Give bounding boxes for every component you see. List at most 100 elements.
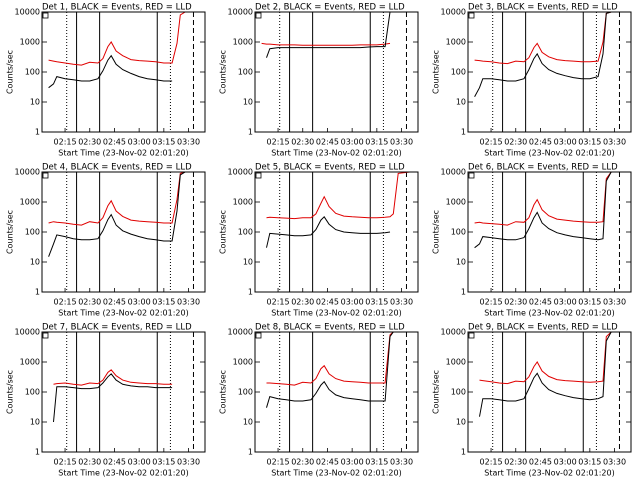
series-line [48,171,205,226]
x-axis-label: Start Time (23-Nov-02 02:01:20) [58,469,188,478]
y-tick-label: 100 [238,388,253,397]
series-line [266,216,391,248]
y-tick-label: 10000 [15,168,40,177]
corner-box [42,332,49,339]
y-tick-label: 1000 [233,198,253,207]
y-axis-label: Counts/sec [219,50,228,94]
corner-box [42,172,49,179]
x-axis-label: Start Time (23-Nov-02 02:01:20) [484,309,614,318]
x-tick-label: 03:00 [128,458,151,467]
x-axis-label: Start Time (23-Nov-02 02:01:20) [271,309,401,318]
y-tick-label: 10 [243,258,253,267]
plot-frame [41,331,206,453]
x-tick-label: 03:30 [603,138,626,147]
corner-box [255,12,262,19]
x-tick-label: 02:15 [54,298,77,307]
x-tick-label: 03:15 [152,298,175,307]
series-line [48,11,205,66]
y-tick-label: 1 [248,288,253,297]
series-line [53,373,173,423]
y-tick-label: 1 [461,288,466,297]
series-line [479,331,631,385]
x-axis-label: Start Time (23-Nov-02 02:01:20) [484,469,614,478]
chart-title: Det 8, BLACK = Events, RED = LLD [255,323,405,333]
y-tick-label: 1 [461,128,466,137]
x-tick-label: 03:15 [365,458,388,467]
x-tick-label: 03:15 [578,298,601,307]
x-tick-label: 02:15 [480,298,503,307]
plot-frame [41,171,206,293]
x-tick-label: 02:45 [103,298,126,307]
corner-box [468,12,475,19]
chart-title: Det 7, BLACK = Events, RED = LLD [42,323,192,333]
chart-panel: Det 6, BLACK = Events, RED = LLD Counts/s… [432,163,632,318]
x-tick-label: 03:00 [554,458,577,467]
y-tick-label: 100 [25,68,40,77]
y-tick-label: 1000 [446,358,466,367]
y-tick-label: 1 [35,128,40,137]
x-tick-label: 03:00 [554,138,577,147]
corner-box [255,172,262,179]
chart-panel: Det 8, BLACK = Events, RED = LLD Counts/s… [219,323,419,478]
x-tick-label: 03:30 [603,298,626,307]
x-tick-label: 03:00 [128,138,151,147]
x-tick-label: 02:30 [291,458,314,467]
y-tick-label: 1000 [446,198,466,207]
y-axis-label: Counts/sec [432,210,441,254]
x-tick-label: 03:00 [341,458,364,467]
y-axis-label: Counts/sec [219,370,228,414]
y-axis-label: Counts/sec [6,210,15,254]
series-line [48,171,205,257]
y-axis-label: Counts/sec [219,210,228,254]
series-line [261,42,391,46]
chart-title: Det 9, BLACK = Events, RED = LLD [468,323,618,333]
y-tick-label: 100 [451,388,466,397]
chart-title: Det 6, BLACK = Events, RED = LLD [468,163,618,173]
x-tick-label: 03:00 [341,138,364,147]
x-tick-label: 03:15 [578,458,601,467]
x-axis-label: Start Time (23-Nov-02 02:01:20) [271,469,401,478]
x-tick-label: 02:45 [529,138,552,147]
x-tick-label: 02:30 [78,298,101,307]
x-axis-label: Start Time (23-Nov-02 02:01:20) [271,149,401,158]
chart-title: Det 1, BLACK = Events, RED = LLD [42,3,192,13]
series-line [474,171,631,249]
x-tick-label: 03:15 [152,458,175,467]
plot-frame [254,171,419,293]
corner-box [468,172,475,179]
x-tick-label: 02:15 [267,138,290,147]
plot-frame [467,11,632,133]
x-tick-label: 02:30 [504,298,527,307]
chart-panel: Det 2, BLACK = Events, RED = LLD Counts/s… [219,3,419,158]
x-tick-label: 02:45 [316,298,339,307]
x-tick-label: 03:15 [152,138,175,147]
x-tick-label: 03:30 [390,298,413,307]
plot-frame [467,171,632,293]
x-tick-label: 02:15 [480,458,503,467]
x-tick-label: 02:15 [480,138,503,147]
corner-box [468,332,475,339]
x-tick-label: 02:30 [504,138,527,147]
x-tick-label: 03:30 [177,458,200,467]
x-tick-label: 03:30 [390,458,413,467]
x-tick-label: 02:15 [267,298,290,307]
chart-panel: Det 3, BLACK = Events, RED = LLD Counts/s… [432,3,632,158]
y-tick-label: 1 [248,448,253,457]
y-tick-label: 1000 [233,38,253,47]
chart-panel: Det 7, BLACK = Events, RED = LLD Counts/s… [6,323,206,478]
x-tick-label: 03:15 [578,138,601,147]
x-tick-label: 03:00 [128,298,151,307]
plot-frame [254,331,419,453]
corner-box [255,332,262,339]
y-axis-label: Counts/sec [6,50,15,94]
y-tick-label: 10 [243,418,253,427]
y-tick-label: 100 [25,388,40,397]
y-tick-label: 100 [238,228,253,237]
x-tick-label: 02:45 [529,458,552,467]
y-tick-label: 100 [238,68,253,77]
series-line [474,171,631,226]
y-tick-label: 10000 [15,8,40,17]
y-tick-label: 1 [35,288,40,297]
plot-frame [254,11,419,133]
